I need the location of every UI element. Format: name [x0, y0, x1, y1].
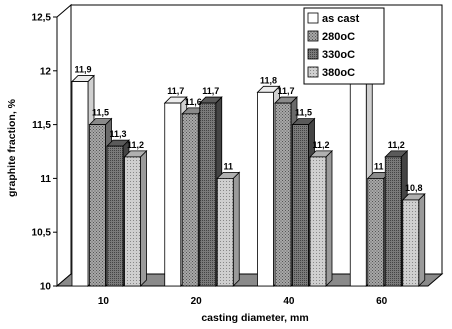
- data-label: 11,3: [109, 129, 126, 139]
- data-label: 11,6: [185, 97, 202, 107]
- data-label: 11,5: [92, 108, 109, 118]
- x-tick-label: 60: [376, 296, 388, 307]
- bar: [164, 102, 182, 287]
- data-labels: 11,911,511,311,211,711,611,71111,811,711…: [74, 54, 422, 193]
- data-label: 11,8: [260, 75, 277, 85]
- bar: [384, 156, 402, 287]
- data-label: 11,7: [202, 86, 219, 96]
- bar: [89, 124, 106, 287]
- bar: [106, 145, 124, 287]
- y-tick-label: 10: [40, 282, 52, 293]
- legend-swatch: [307, 30, 319, 42]
- y-tick-label: 12,5: [32, 13, 52, 24]
- bar: [367, 177, 385, 287]
- side-wall: [56, 3, 72, 288]
- y-tick-label: 12: [40, 66, 52, 77]
- bar: [349, 70, 367, 287]
- bar-side: [232, 171, 240, 287]
- bar: [257, 91, 274, 287]
- bar: [199, 102, 217, 287]
- y-tick-label: 11: [40, 174, 51, 185]
- legend-swatch: [307, 12, 319, 24]
- bar: [71, 81, 89, 287]
- bar-side: [418, 192, 426, 287]
- legend: as cast 280oC 330oC 380oC: [303, 7, 385, 85]
- bar-side: [140, 149, 147, 287]
- x-tick-label: 20: [191, 296, 203, 307]
- data-label: 10,8: [405, 183, 423, 193]
- data-label: 11,7: [277, 86, 294, 96]
- y-tick-label: 11,5: [32, 120, 51, 131]
- data-label: 11: [223, 161, 233, 171]
- bar-side: [325, 149, 333, 287]
- bars: [71, 63, 426, 287]
- data-label: 11,7: [167, 86, 184, 96]
- legend-entry: as cast: [322, 13, 360, 25]
- x-axis-label: casting diameter, mm: [201, 312, 308, 324]
- bar: [181, 113, 199, 287]
- data-label: 11,2: [127, 140, 144, 150]
- data-label: 11,2: [388, 140, 405, 150]
- bar: [292, 124, 309, 287]
- x-tick-label: 10: [98, 296, 110, 307]
- bar: [402, 199, 420, 287]
- legend-entry: 380oC: [322, 67, 355, 79]
- x-tick-label: 40: [283, 296, 295, 307]
- y-tick-label: 10,5: [32, 228, 52, 239]
- legend-entry: 280oC: [322, 31, 355, 43]
- bar: [124, 156, 141, 287]
- data-label: 11,9: [74, 65, 91, 75]
- y-axis-label: graphite fraction, %: [6, 98, 18, 197]
- legend-entry: 330oC: [322, 49, 355, 61]
- bar: [274, 102, 292, 287]
- bar: [216, 177, 234, 287]
- data-label: 11,2: [312, 140, 329, 150]
- data-label: 11,5: [295, 108, 312, 118]
- legend-swatch: [307, 66, 319, 78]
- bar: [309, 156, 327, 287]
- data-label: 11: [374, 161, 384, 171]
- legend-swatch: [307, 48, 319, 60]
